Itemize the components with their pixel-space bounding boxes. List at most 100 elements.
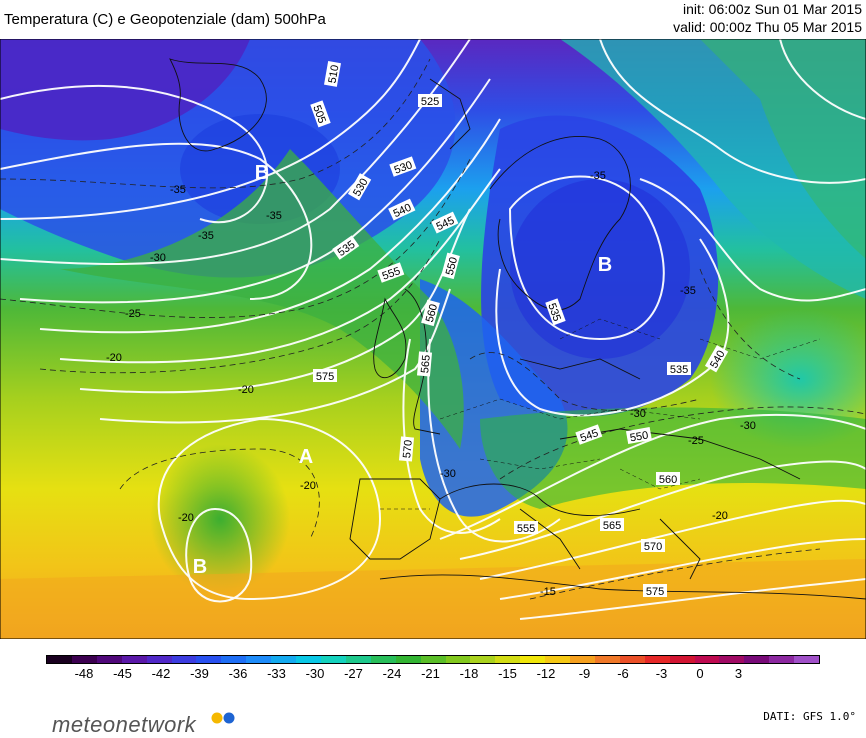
colorbar-tick-label: 3 xyxy=(734,666,743,681)
colorbar-swatch xyxy=(71,656,97,663)
temperature-colorbar xyxy=(46,655,820,664)
colorbar-swatch xyxy=(196,656,222,663)
colorbar-swatch xyxy=(570,656,595,663)
meteonetwork-logo: meteonetwork xyxy=(52,712,197,737)
colorbar-swatch xyxy=(395,656,421,663)
temp-label: -20 xyxy=(178,512,194,524)
colorbar-swatch xyxy=(445,656,471,663)
geo-label: 565 xyxy=(603,520,621,532)
temp-label: -20 xyxy=(300,480,316,492)
high-center-atlantic: A xyxy=(299,446,313,468)
colorbar-tick-label: -42 xyxy=(151,666,171,681)
geo-label: 550 xyxy=(629,429,649,444)
logo-dots-icon xyxy=(211,712,235,724)
geo-label: 505 xyxy=(310,104,328,125)
colorbar-tick-label: -39 xyxy=(190,666,209,681)
colorbar-tick-label: -3 xyxy=(655,666,668,681)
geo-label: 545 xyxy=(579,427,600,445)
temp-label: -35 xyxy=(590,170,606,182)
temp-label: -20 xyxy=(712,510,728,522)
geo-label: 570 xyxy=(401,439,415,458)
temp-label: -35 xyxy=(266,210,282,222)
colorbar-swatch xyxy=(794,656,820,663)
colorbar-tick-label: -18 xyxy=(459,666,479,681)
temp-label: -20 xyxy=(106,352,122,364)
colorbar-swatch xyxy=(594,656,620,663)
colorbar-swatch xyxy=(644,656,670,663)
colorbar-tick-label: -12 xyxy=(536,666,556,681)
temp-label: -35 xyxy=(680,285,696,297)
temperature-isolines xyxy=(0,58,866,600)
geo-label: 555 xyxy=(517,523,535,535)
geo-label: 575 xyxy=(316,371,334,383)
geo-label: 530 xyxy=(393,159,414,177)
colorbar-swatch xyxy=(96,656,122,663)
colorbar-tick-label: -36 xyxy=(228,666,248,681)
colorbar-tick-label: -45 xyxy=(113,666,132,681)
colorbar-swatch xyxy=(719,656,745,663)
colorbar-swatch xyxy=(246,656,272,663)
colorbar-tick-label: -6 xyxy=(617,666,629,681)
temp-label: -30 xyxy=(150,252,166,264)
colorbar-swatch xyxy=(221,656,247,663)
low-center-scandinavia: B xyxy=(598,254,612,276)
colorbar-swatch xyxy=(470,656,496,663)
colorbar-tick-label: -21 xyxy=(421,666,440,681)
colorbar-swatch xyxy=(47,656,72,663)
colorbar-swatch xyxy=(619,656,645,663)
colorbar-swatch xyxy=(296,656,321,663)
geo-label: 565 xyxy=(419,354,433,373)
colorbar-swatch xyxy=(121,656,147,663)
temp-label: -30 xyxy=(740,420,756,432)
data-source: DATI: GFS 1.0° xyxy=(763,710,856,723)
geo-label: 560 xyxy=(424,303,440,324)
colorbar-tick-label: -33 xyxy=(267,666,286,681)
weather-map: B B A B 510 505 525 530 530 535 540 545 … xyxy=(0,39,866,639)
temp-label: -15 xyxy=(540,586,556,598)
borders xyxy=(380,318,821,510)
colorbar-swatch xyxy=(171,656,197,663)
valid-time: valid: 00:00z Thu 05 Mar 2015 xyxy=(673,19,862,35)
colorbar-swatch xyxy=(669,656,695,663)
temperature-label-group: -35 -35 -35 -30 -25 -20 -20 -20 -20 -30 … xyxy=(106,170,756,598)
colorbar-tick-label: -15 xyxy=(498,666,517,681)
colorbar-swatch xyxy=(769,656,795,663)
geo-label: 510 xyxy=(326,64,341,84)
temp-label: -30 xyxy=(630,408,646,420)
geo-label: 555 xyxy=(381,265,402,283)
geo-label: 560 xyxy=(659,474,677,486)
colorbar-tick-label: -27 xyxy=(344,666,363,681)
colorbar-tick-label: -48 xyxy=(74,666,94,681)
temp-label: -25 xyxy=(688,435,704,447)
colorbar-swatch xyxy=(545,656,571,663)
geo-label: 570 xyxy=(644,541,662,553)
colorbar-swatch xyxy=(271,656,297,663)
run-info: init: 06:00z Sun 01 Mar 2015 valid: 00:0… xyxy=(673,0,862,36)
geo-label: 535 xyxy=(670,364,688,376)
low-center-atlantic: B xyxy=(193,556,207,578)
temp-label: -35 xyxy=(198,230,214,242)
temp-label: -30 xyxy=(440,468,456,480)
temp-label: -20 xyxy=(238,384,254,396)
geo-label: 575 xyxy=(646,586,664,598)
colorbar-swatch xyxy=(320,656,346,663)
low-center-greenland: B xyxy=(255,162,269,184)
colorbar-swatch xyxy=(495,656,521,663)
colorbar-swatch xyxy=(345,656,371,663)
colorbar-tick-label: -24 xyxy=(382,666,402,681)
colorbar-tick-label: -30 xyxy=(305,666,325,681)
geo-label: 550 xyxy=(444,256,460,277)
geo-label: 535 xyxy=(545,302,563,323)
colorbar-swatch xyxy=(744,656,770,663)
temp-label: -25 xyxy=(125,308,141,320)
colorbar-swatch xyxy=(694,656,720,663)
geo-label: 525 xyxy=(421,96,439,108)
colorbar-tick-label: -9 xyxy=(578,666,591,681)
colorbar-swatch xyxy=(146,656,172,663)
init-time: init: 06:00z Sun 01 Mar 2015 xyxy=(682,1,862,17)
temp-label: -35 xyxy=(170,184,186,196)
geopotential-label-group: 510 505 525 530 530 535 540 545 550 555 … xyxy=(310,60,729,598)
colorbar-ticks: -48 -45 -42 -39 -36 -33 -30 -27 -24 -21 -18 -15 -12-… xyxy=(46,664,820,684)
colorbar-swatch xyxy=(520,656,546,663)
colorbar-swatch xyxy=(370,656,396,663)
